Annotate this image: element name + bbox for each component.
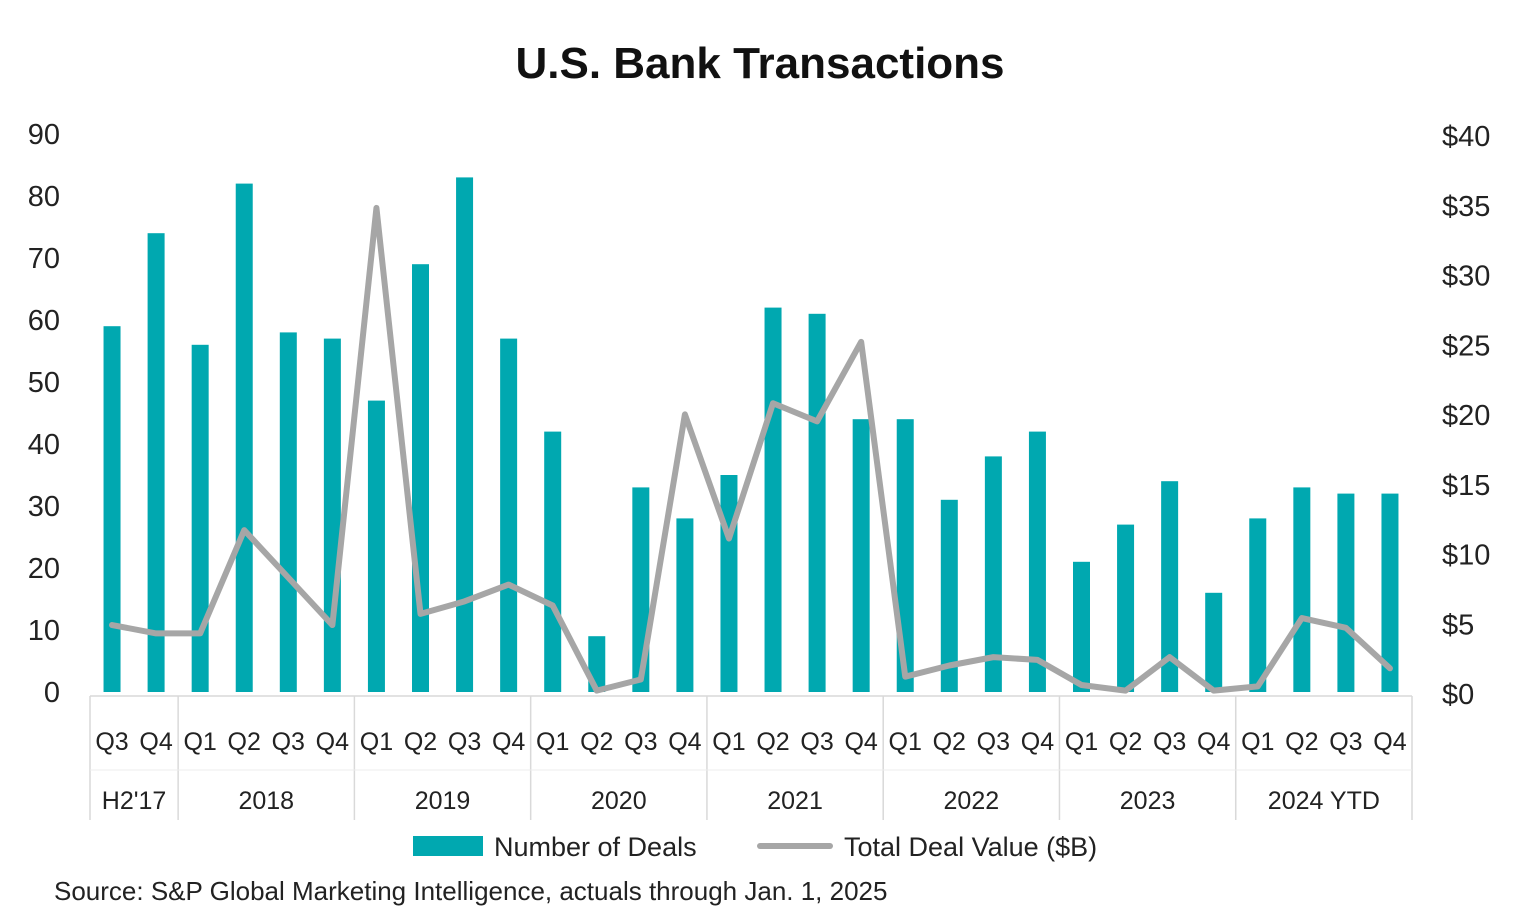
left-tick-label: 40 bbox=[28, 429, 60, 461]
right-tick-label: $25 bbox=[1442, 330, 1490, 362]
right-tick-label: $5 bbox=[1442, 609, 1474, 641]
quarter-label: Q2 bbox=[1285, 728, 1318, 756]
year-label: H2'17 bbox=[102, 787, 167, 815]
right-tick-label: $30 bbox=[1442, 261, 1490, 293]
quarter-label: Q1 bbox=[1065, 728, 1098, 756]
quarter-label: Q3 bbox=[624, 728, 657, 756]
bar bbox=[544, 432, 561, 692]
bar bbox=[720, 475, 737, 692]
year-label: 2022 bbox=[944, 787, 1000, 815]
quarter-label: Q4 bbox=[492, 728, 525, 756]
bar bbox=[236, 184, 253, 692]
year-label: 2024 YTD bbox=[1268, 787, 1380, 815]
left-tick-label: 10 bbox=[28, 615, 60, 647]
quarter-label: Q3 bbox=[1153, 728, 1186, 756]
quarter-label: Q4 bbox=[1197, 728, 1230, 756]
left-tick-label: 30 bbox=[28, 491, 60, 523]
quarter-label: Q4 bbox=[1373, 728, 1406, 756]
quarter-label: Q4 bbox=[139, 728, 172, 756]
right-tick-label: $0 bbox=[1442, 679, 1474, 711]
left-tick-label: 80 bbox=[28, 181, 60, 213]
quarter-label: Q3 bbox=[1329, 728, 1362, 756]
bar bbox=[1293, 487, 1310, 692]
bar bbox=[412, 264, 429, 692]
quarter-label: Q4 bbox=[844, 728, 877, 756]
quarter-label: Q1 bbox=[183, 728, 216, 756]
quarter-label: Q2 bbox=[756, 728, 789, 756]
left-axis: 0 10 20 30 40 50 60 70 80 90 bbox=[28, 119, 60, 709]
quarter-label: Q1 bbox=[712, 728, 745, 756]
bar bbox=[1073, 562, 1090, 692]
year-label: 2020 bbox=[591, 787, 647, 815]
bar bbox=[676, 518, 693, 692]
quarter-label: Q4 bbox=[668, 728, 701, 756]
bar bbox=[500, 339, 517, 692]
bar bbox=[104, 326, 121, 692]
bar bbox=[765, 308, 782, 692]
left-tick-label: 70 bbox=[28, 243, 60, 275]
right-tick-label: $40 bbox=[1442, 121, 1490, 153]
quarter-label: Q3 bbox=[448, 728, 481, 756]
right-tick-label: $35 bbox=[1442, 191, 1490, 223]
bars bbox=[104, 177, 1399, 692]
quarter-label: Q2 bbox=[1109, 728, 1142, 756]
legend-label-deals: Number of Deals bbox=[494, 832, 697, 862]
year-label: 2018 bbox=[238, 787, 294, 815]
legend: Number of Deals Total Deal Value ($B) bbox=[413, 832, 1097, 862]
legend-swatch-deals bbox=[413, 836, 483, 856]
bar bbox=[1205, 593, 1222, 692]
left-tick-label: 0 bbox=[44, 677, 60, 709]
right-axis: $0 $5 $10 $15 $20 $25 $30 $35 $40 bbox=[1442, 121, 1490, 711]
chart-title: U.S. Bank Transactions bbox=[515, 39, 1004, 88]
quarter-label: Q3 bbox=[977, 728, 1010, 756]
quarter-label: Q2 bbox=[933, 728, 966, 756]
bar bbox=[1249, 518, 1266, 692]
quarter-label: Q2 bbox=[228, 728, 261, 756]
right-tick-label: $20 bbox=[1442, 400, 1490, 432]
bar bbox=[192, 345, 209, 692]
right-tick-label: $10 bbox=[1442, 540, 1490, 572]
quarter-label: Q3 bbox=[95, 728, 128, 756]
bar bbox=[148, 233, 165, 692]
quarter-label: Q1 bbox=[1241, 728, 1274, 756]
quarter-label: Q1 bbox=[889, 728, 922, 756]
quarter-label: Q2 bbox=[580, 728, 613, 756]
year-label: 2023 bbox=[1120, 787, 1176, 815]
value-line bbox=[112, 208, 1390, 691]
left-tick-label: 50 bbox=[28, 367, 60, 399]
bar bbox=[1117, 525, 1134, 692]
line-series bbox=[112, 208, 1390, 691]
bar bbox=[280, 332, 297, 692]
bar bbox=[324, 339, 341, 692]
bar bbox=[368, 401, 385, 692]
quarter-label: Q4 bbox=[1021, 728, 1054, 756]
quarter-label: Q4 bbox=[316, 728, 349, 756]
bar bbox=[456, 177, 473, 692]
year-label: 2019 bbox=[415, 787, 471, 815]
year-label: 2021 bbox=[767, 787, 823, 815]
quarter-label: Q2 bbox=[404, 728, 437, 756]
left-tick-label: 20 bbox=[28, 553, 60, 585]
quarter-label: Q1 bbox=[360, 728, 393, 756]
left-tick-label: 60 bbox=[28, 305, 60, 337]
bar bbox=[1029, 432, 1046, 692]
source-note: Source: S&P Global Marketing Intelligenc… bbox=[54, 876, 887, 906]
quarter-label: Q3 bbox=[272, 728, 305, 756]
category-axis: Q3 Q4 H2'17 Q1 Q2 Q3 Q4 2018 Q1 Q2 Q3 Q4 2019 Q1 Q2 Q3 Q… bbox=[90, 696, 1412, 820]
bar bbox=[853, 419, 870, 692]
legend-label-value: Total Deal Value ($B) bbox=[844, 832, 1097, 862]
quarter-label: Q3 bbox=[800, 728, 833, 756]
right-tick-label: $15 bbox=[1442, 470, 1490, 502]
bar bbox=[1337, 494, 1354, 692]
bar bbox=[809, 314, 826, 692]
quarter-label: Q1 bbox=[536, 728, 569, 756]
left-tick-label: 90 bbox=[28, 119, 60, 151]
